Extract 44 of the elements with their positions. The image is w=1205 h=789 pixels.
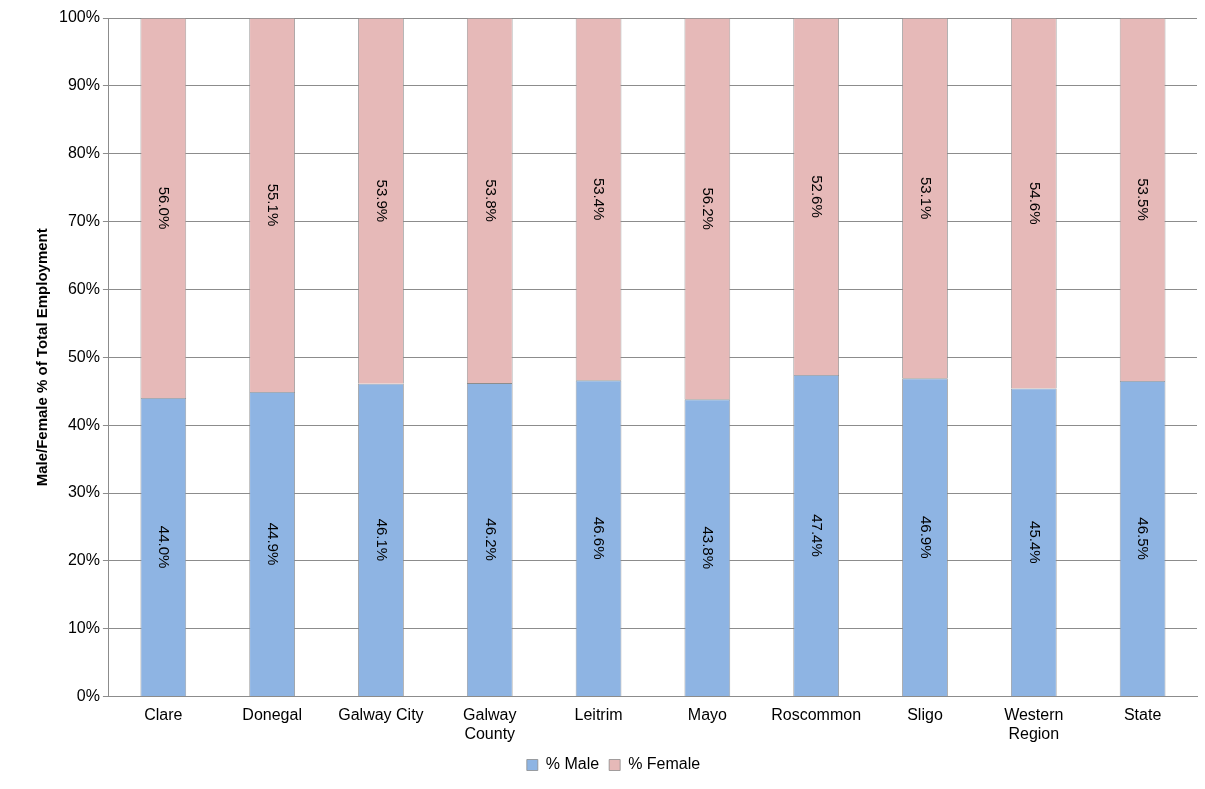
data-label: 46.9% <box>917 515 935 559</box>
data-label: 46.1% <box>373 518 391 562</box>
data-label: 45.4% <box>1026 521 1044 564</box>
x-tick-label: Roscommon <box>771 705 862 723</box>
y-tick-label: 90% <box>67 76 100 94</box>
data-label: 44.0% <box>156 525 174 569</box>
data-label: 53.8% <box>482 179 500 222</box>
data-label: 56.2% <box>700 187 718 230</box>
y-tick-label: 70% <box>67 211 100 229</box>
y-tick-label: 60% <box>67 279 100 297</box>
data-label: 53.1% <box>917 176 935 220</box>
legend-label: % Female <box>628 755 701 773</box>
x-tick-label: Leitrim <box>574 705 623 723</box>
data-label: 54.6% <box>1026 181 1044 225</box>
y-tick-label: 40% <box>67 415 100 433</box>
x-tick-label: Sligo <box>907 705 943 723</box>
data-label: 44.9% <box>264 522 282 566</box>
data-label: 46.2% <box>482 518 500 561</box>
y-axis-title: Male/Female % of Total Employment <box>33 228 51 487</box>
data-label: 53.4% <box>591 177 609 221</box>
x-tick-label: Western Region <box>1004 705 1064 742</box>
data-label: 53.5% <box>1135 178 1153 221</box>
y-tick-label: 100% <box>59 8 100 26</box>
data-label: 56.0% <box>156 186 174 230</box>
y-tick-label: 80% <box>67 144 100 162</box>
x-tick-label: State <box>1123 705 1162 723</box>
x-tick-label: Mayo <box>687 705 728 723</box>
data-label: 46.5% <box>1135 517 1153 560</box>
y-tick-label: 20% <box>67 551 100 569</box>
y-tick-label: 0% <box>76 687 100 705</box>
data-label: 46.6% <box>591 516 609 560</box>
legend-label: % Male <box>545 755 600 773</box>
y-tick-label: 50% <box>67 347 100 365</box>
y-tick-label: 30% <box>67 483 100 501</box>
data-label: 53.9% <box>373 179 391 223</box>
x-tick-label: Donegal <box>242 705 302 723</box>
x-tick-label: Galway County <box>463 705 517 742</box>
data-label: 55.1% <box>264 183 282 227</box>
x-tick-label: Clare <box>144 705 183 723</box>
x-tick-label: Galway City <box>338 705 424 723</box>
data-label: 47.4% <box>809 514 827 557</box>
y-tick-label: 10% <box>67 619 100 637</box>
data-label: 43.8% <box>700 526 718 570</box>
data-label: 52.6% <box>809 175 827 218</box>
